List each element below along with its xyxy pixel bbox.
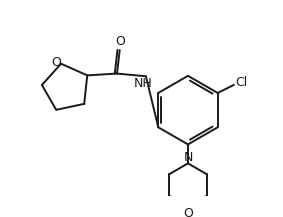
Text: N: N	[183, 151, 193, 164]
Text: O: O	[52, 56, 61, 69]
Text: NH: NH	[134, 77, 153, 90]
Text: O: O	[115, 35, 125, 48]
Text: O: O	[183, 207, 193, 217]
Text: Cl: Cl	[235, 76, 247, 89]
